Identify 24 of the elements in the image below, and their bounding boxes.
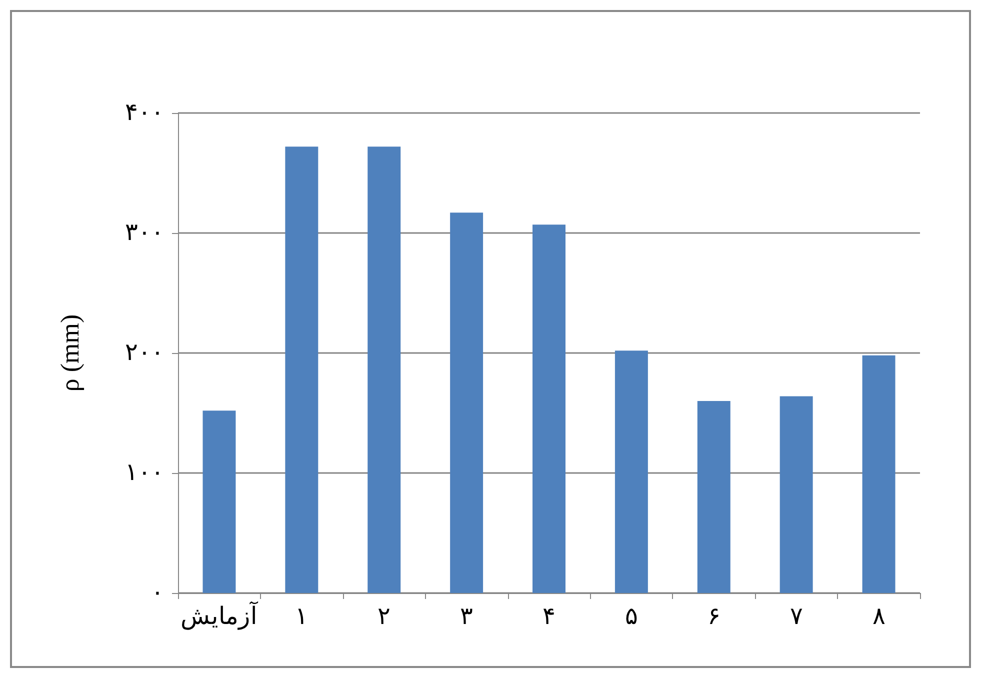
y-axis-title: ρ (mm) bbox=[56, 314, 84, 392]
x-tick-label: ۶ bbox=[707, 604, 720, 630]
x-tick-label: ۲ bbox=[378, 604, 391, 630]
y-tick-label: ۳۰۰ bbox=[125, 220, 164, 246]
bar bbox=[450, 212, 484, 593]
bar bbox=[532, 224, 566, 593]
x-tick-label: ۸ bbox=[872, 604, 886, 630]
x-tick-label: ۱ bbox=[295, 604, 308, 630]
bar bbox=[780, 396, 813, 593]
x-tick-label: ۳ bbox=[460, 604, 474, 630]
y-tick-label: ۲۰۰ bbox=[125, 340, 164, 366]
bar bbox=[614, 350, 648, 593]
y-tick-label: ۴۰۰ bbox=[125, 100, 164, 126]
bar bbox=[368, 146, 401, 593]
x-tick-label: ۷ bbox=[790, 604, 803, 630]
x-tick-label: ۴ bbox=[542, 604, 556, 630]
bar bbox=[697, 401, 730, 593]
bar bbox=[285, 146, 318, 593]
y-tick-label: ۰ bbox=[151, 580, 164, 606]
x-tick-label: آزمایش bbox=[180, 601, 259, 630]
x-tick-label: ۵ bbox=[624, 604, 638, 630]
bar bbox=[862, 355, 896, 593]
y-tick-label: ۱۰۰ bbox=[125, 460, 164, 486]
bar bbox=[202, 410, 236, 593]
